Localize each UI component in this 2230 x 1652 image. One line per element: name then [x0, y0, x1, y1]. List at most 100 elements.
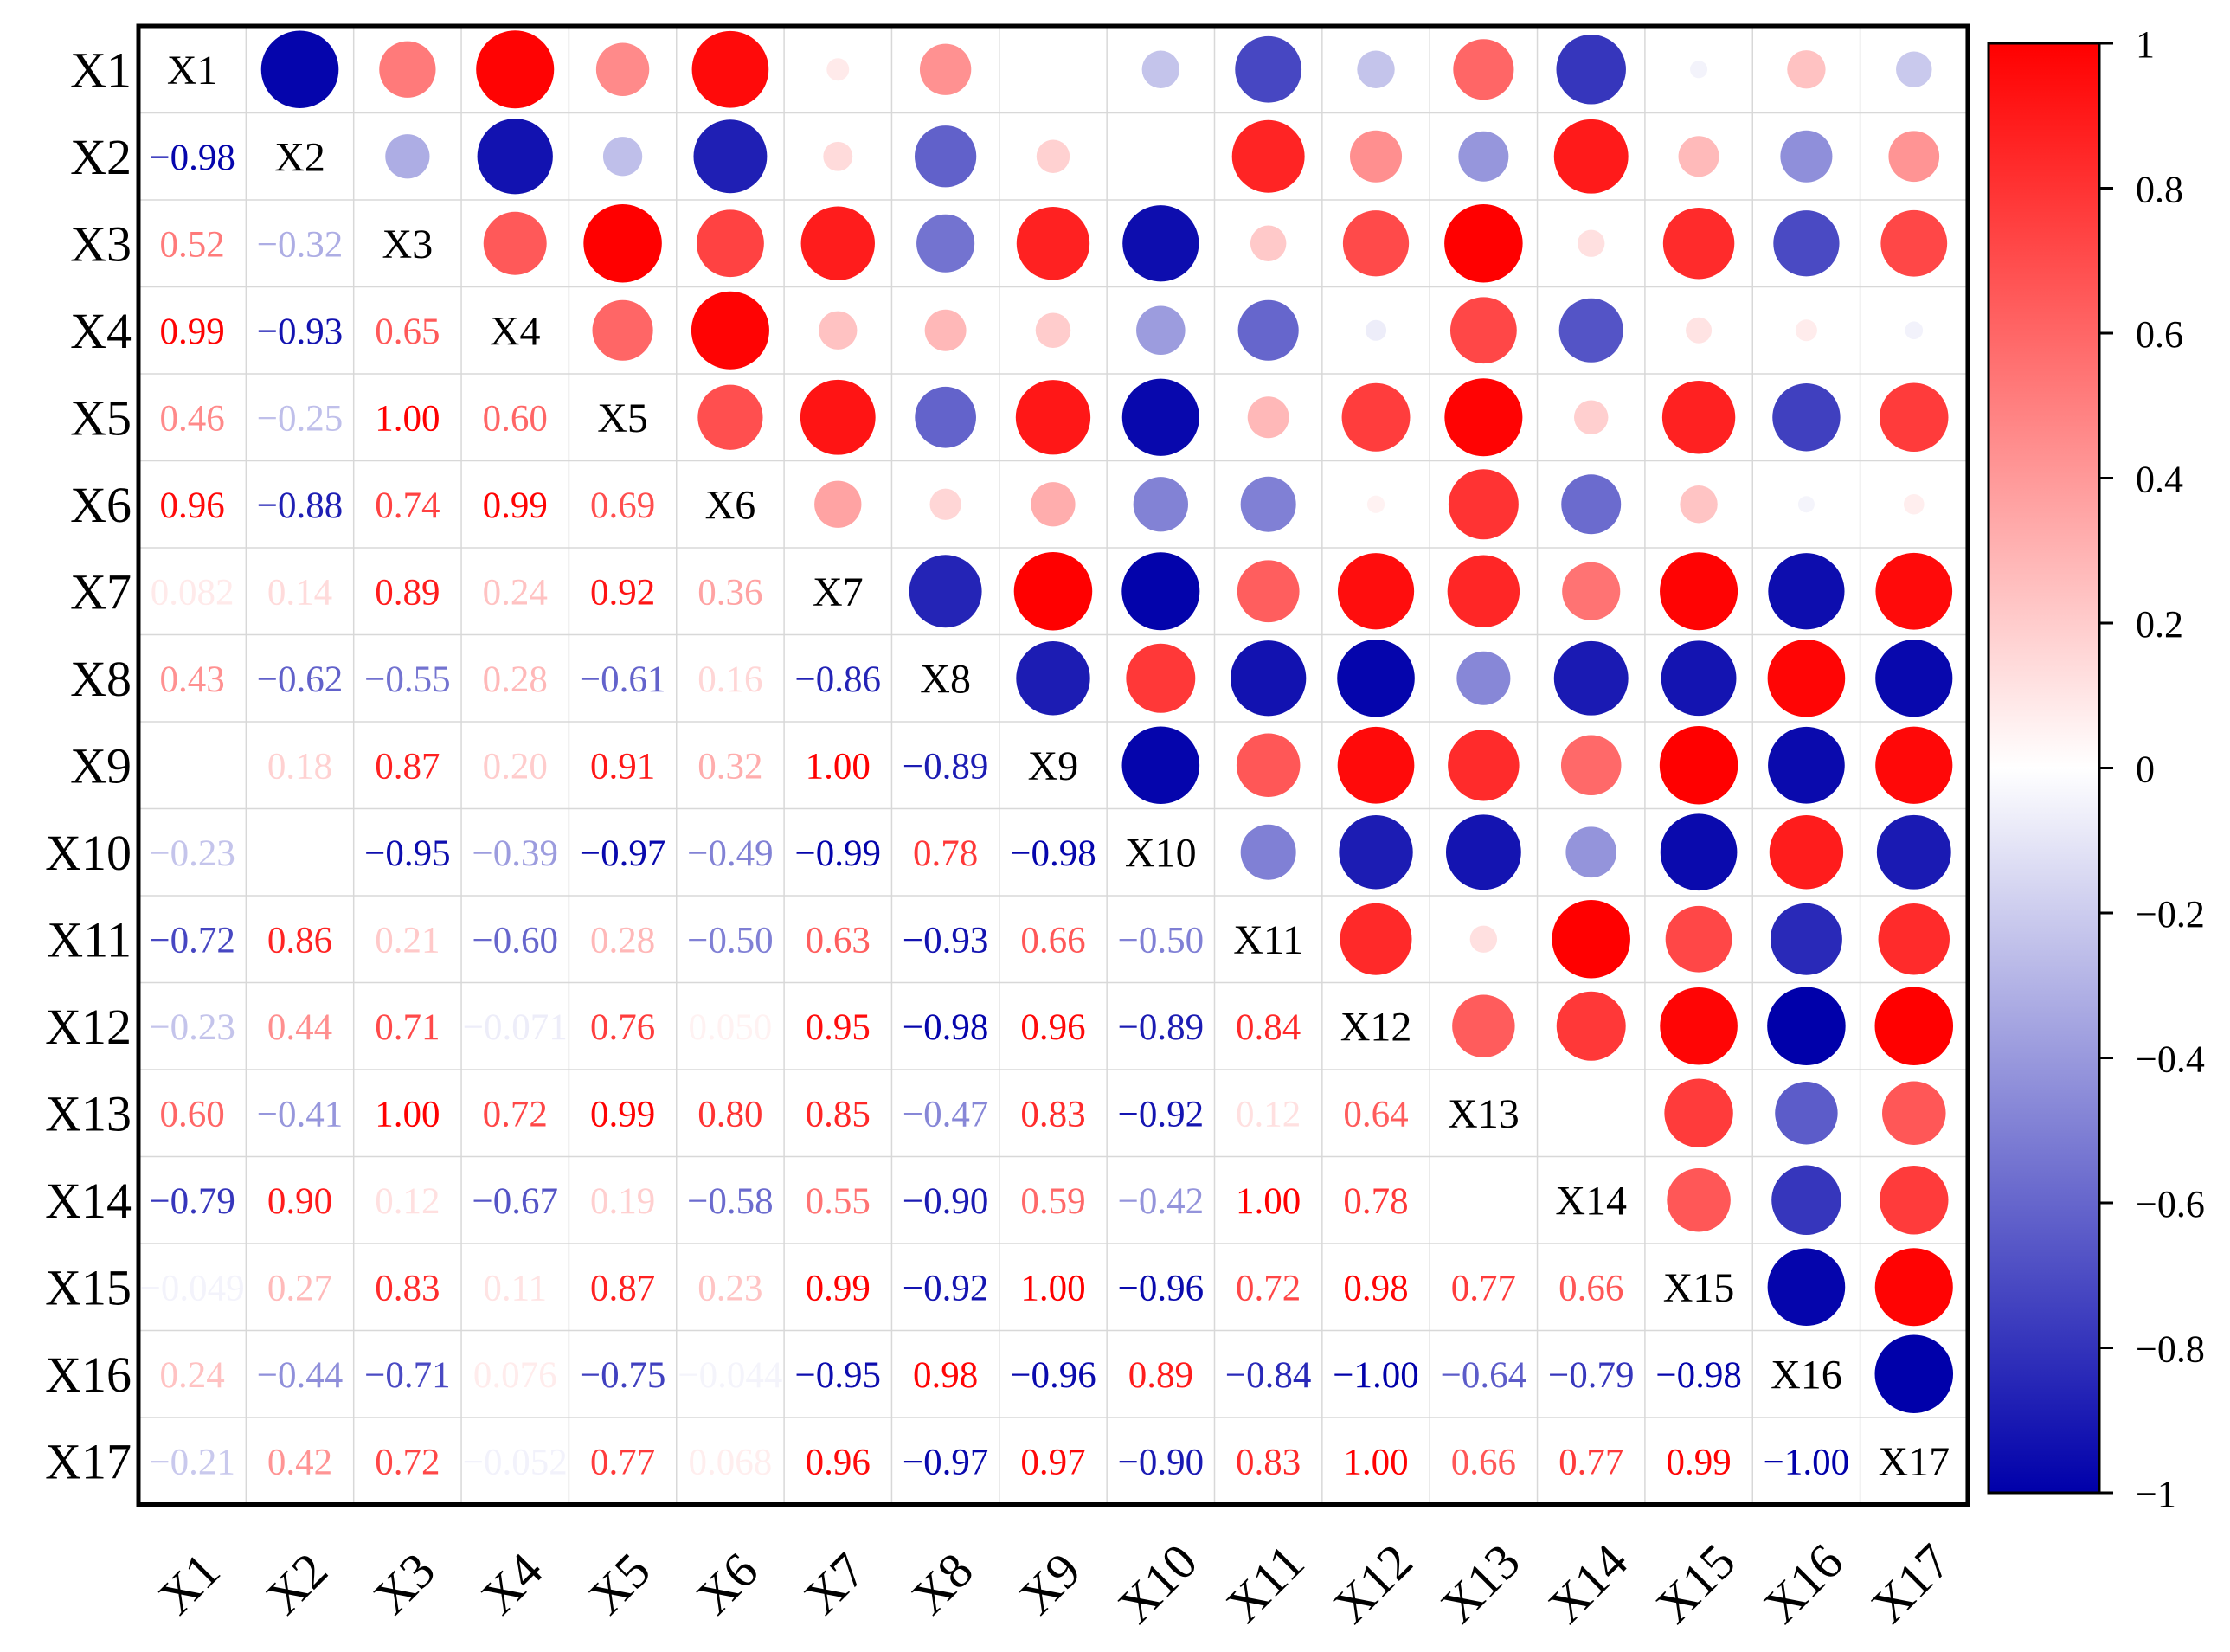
row-label: X12 [45, 999, 132, 1055]
correlation-value: −0.62 [257, 659, 344, 700]
correlation-value: −0.44 [257, 1355, 344, 1396]
grid [138, 26, 1968, 1505]
correlation-value: 0.83 [1236, 1442, 1301, 1482]
correlation-value: 0.27 [267, 1268, 332, 1308]
correlation-value: −0.60 [472, 920, 558, 961]
correlation-circle [1235, 35, 1302, 103]
correlation-circle [1449, 297, 1517, 364]
correlation-circle [814, 480, 862, 528]
correlation-value: 0.85 [806, 1094, 871, 1135]
correlation-value: 0.72 [375, 1442, 440, 1482]
correlation-value: 0.87 [375, 746, 440, 787]
diagonal-label: X2 [274, 135, 325, 181]
correlation-circle [1448, 469, 1519, 540]
correlation-value: −0.79 [1548, 1355, 1635, 1396]
correlation-value: 0.59 [1020, 1181, 1085, 1222]
correlation-value: −0.98 [903, 1007, 989, 1048]
correlation-circle [476, 30, 555, 109]
correlation-value: 0.77 [590, 1442, 655, 1482]
correlation-value: 0.99 [160, 312, 225, 352]
correlation-value: 0.99 [483, 485, 548, 526]
correlation-circle [477, 119, 553, 195]
correlation-value: −0.96 [1010, 1355, 1096, 1396]
correlation-circle [1787, 50, 1826, 89]
correlation-value: 0.28 [483, 659, 548, 700]
correlation-value: 0.83 [375, 1268, 440, 1308]
correlation-value: −0.71 [364, 1355, 451, 1396]
correlation-value: 0.66 [1020, 920, 1085, 961]
correlation-circle [592, 299, 653, 361]
correlation-circle [1659, 726, 1738, 805]
correlation-circle [1337, 553, 1415, 630]
correlation-value: 0.87 [590, 1268, 655, 1308]
correlation-circle [1678, 136, 1719, 177]
correlation-circle [691, 30, 769, 108]
correlation-circle [1133, 477, 1188, 532]
correlation-circle [1562, 562, 1621, 620]
correlation-circle [595, 42, 650, 96]
correlation-circle [1447, 555, 1520, 627]
row-label: X10 [45, 825, 132, 881]
correlation-circle [1015, 380, 1091, 455]
correlation-circle [1365, 319, 1387, 341]
colorbar-tick-label: 1 [2136, 23, 2155, 66]
correlation-value: −0.72 [149, 920, 235, 961]
correlation-circle [1664, 1078, 1733, 1147]
matrix-frame [136, 23, 1970, 1507]
correlation-circle [1341, 382, 1411, 452]
correlation-value: −0.79 [149, 1181, 235, 1222]
correlation-circle [1878, 903, 1950, 975]
correlation-value: 0.78 [1343, 1181, 1408, 1222]
correlation-circle [1767, 1248, 1846, 1327]
correlation-circle [1031, 482, 1076, 527]
correlation-value: 1.00 [375, 398, 440, 439]
correlation-circle [1768, 553, 1845, 630]
matrix-cells: X1−0.98 X20.52 −0.32 X30.99 −0.93 0.65 X40.46−… [140, 30, 1954, 1485]
correlation-value: 0.32 [697, 746, 762, 787]
correlation-circle [914, 125, 977, 188]
correlation-value: −0.47 [903, 1094, 989, 1135]
correlation-circle [1903, 493, 1925, 515]
correlation-circle [1875, 552, 1953, 630]
correlation-value: 0.95 [806, 1007, 871, 1048]
correlation-circle [1013, 552, 1093, 631]
correlation-circle [1874, 1248, 1953, 1327]
correlation-circle [1342, 210, 1410, 277]
correlation-value: 0.55 [806, 1181, 871, 1222]
correlation-circle [1660, 987, 1738, 1065]
correlation-value: −0.97 [580, 833, 666, 874]
correlation-value: −0.75 [580, 1355, 666, 1396]
diagonal-label: X12 [1340, 1005, 1412, 1051]
row-label: X4 [70, 303, 132, 359]
correlation-value: −0.41 [257, 1094, 344, 1135]
correlation-value: 0.77 [1558, 1442, 1623, 1482]
correlation-circle [1350, 130, 1403, 183]
correlation-value: 0.12 [1236, 1094, 1301, 1135]
correlation-value: 0.84 [1236, 1007, 1301, 1048]
correlation-circle [1896, 51, 1932, 87]
correlation-circle [693, 119, 768, 194]
correlation-value: 0.44 [267, 1007, 332, 1048]
row-label: X1 [70, 42, 132, 99]
diagonal-label: X4 [490, 309, 541, 355]
correlation-value: −0.89 [1118, 1007, 1205, 1048]
correlation-value: 0.66 [1558, 1268, 1623, 1308]
correlation-value: 0.86 [267, 920, 332, 961]
correlation-circle [697, 384, 763, 450]
correlation-circle [1660, 813, 1738, 891]
correlation-circle [1469, 925, 1498, 953]
correlation-circle [1561, 474, 1622, 535]
correlation-value: −0.23 [149, 1007, 235, 1048]
diagonal-label: X13 [1448, 1091, 1520, 1137]
correlation-circle [1452, 994, 1515, 1057]
correlation-value: −0.88 [257, 485, 344, 526]
correlation-circle [1660, 552, 1738, 631]
correlation-value: −0.25 [257, 398, 344, 439]
correlation-circle [1680, 485, 1718, 524]
correlation-circle [1236, 733, 1301, 798]
correlation-circle [1771, 1165, 1841, 1235]
correlation-circle [1250, 225, 1287, 261]
correlation-value: 0.46 [160, 398, 225, 439]
correlation-value: −1.00 [1764, 1442, 1850, 1482]
